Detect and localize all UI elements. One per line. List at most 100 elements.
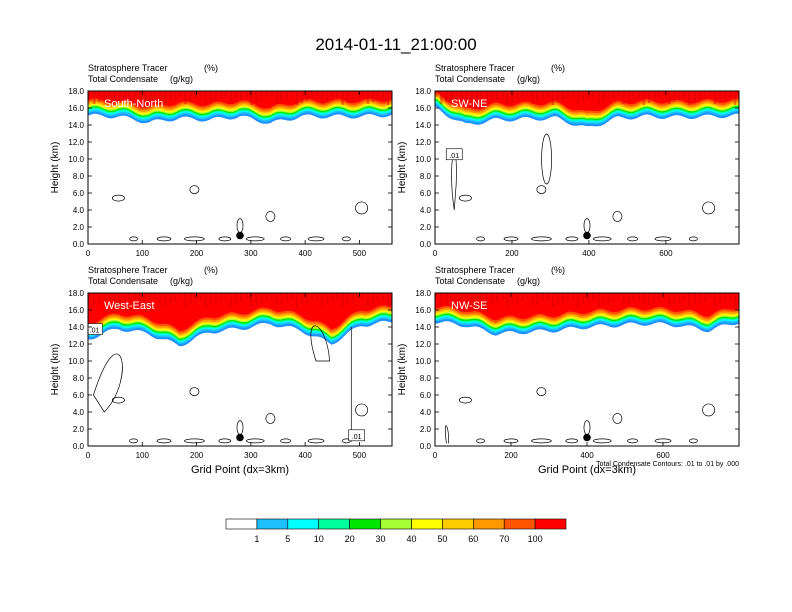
tracer-streak	[576, 293, 580, 306]
tracer-streak	[214, 293, 218, 303]
tracer-streak	[103, 91, 106, 100]
condensate-contours	[444, 387, 716, 444]
tracer-streak	[495, 293, 499, 302]
tracer-streak	[546, 91, 549, 98]
colorbar-label: 50	[437, 534, 447, 544]
tracer-streak	[511, 91, 514, 103]
tracer-streak	[386, 293, 390, 307]
y-tick-label: 8.0	[73, 374, 85, 383]
x-tick-label: 100	[136, 249, 150, 258]
location-marker	[583, 231, 591, 240]
y-tick-label: 2.0	[420, 425, 432, 434]
tracer-streak	[356, 91, 359, 99]
contour-surface	[689, 438, 698, 444]
tracer-streak	[381, 91, 385, 98]
condensate-contours	[93, 325, 369, 444]
y-tick-label: 2.0	[73, 425, 85, 434]
contour-label-box	[445, 148, 463, 161]
x-tick-label: 400	[580, 451, 594, 460]
tracer-streak	[194, 293, 197, 302]
figure-title: 2014-01-11_21:00:00	[315, 35, 476, 54]
tracer-streak	[255, 91, 258, 103]
tracer-streak	[663, 91, 666, 97]
contour-cell	[355, 201, 369, 215]
panel-label: NW-SE	[451, 300, 487, 312]
tracer-streak	[371, 91, 375, 102]
units-label: (%)	[204, 265, 218, 275]
tracer-streak	[336, 293, 339, 300]
colorbar-swatch	[472, 518, 505, 530]
contour-footnote: Total Condensate Contours: .01 to .01 by…	[596, 461, 739, 468]
contour-surface	[476, 236, 485, 242]
tracer-streak	[234, 91, 238, 102]
tracer-streak	[381, 293, 385, 300]
tracer-streak	[465, 91, 468, 103]
tracer-streak	[280, 293, 283, 304]
field-label: Stratosphere Tracer	[88, 265, 168, 275]
tracer-streak	[123, 91, 126, 101]
tracer-streak	[376, 91, 380, 100]
tracer-streak	[113, 293, 116, 307]
x-tick-label: 0	[433, 451, 438, 460]
tracer-streak	[153, 91, 157, 98]
tracer-streak	[326, 293, 329, 304]
tracer-streak	[536, 293, 539, 304]
tracer-streak	[189, 91, 192, 102]
contour-surface	[627, 438, 638, 444]
tracer-streak	[275, 91, 278, 104]
x-tick-label: 100	[136, 451, 150, 460]
contour-surface	[245, 438, 265, 444]
tracer-streak	[470, 293, 473, 303]
panel-0: South-North 0.0 2.0 4.0 6.0 8.0 10.0 12.0 14.0 16…	[50, 63, 393, 258]
tracer-streak	[445, 91, 448, 102]
x-tick-label: 600	[656, 451, 670, 460]
tracer-streak	[728, 293, 732, 300]
plot-area: South-North	[88, 91, 392, 244]
tracer-streak	[637, 91, 641, 98]
contour-surface	[156, 236, 172, 242]
x-tick-label: 400	[582, 249, 596, 258]
y-tick-label: 0.0	[73, 442, 85, 451]
tracer-streak	[652, 293, 656, 303]
tracer-streak	[485, 91, 489, 104]
y-tick-label: 14.0	[415, 323, 431, 332]
tracer-streak	[647, 293, 651, 305]
tracer-streak	[316, 293, 319, 299]
tracer-streak	[490, 293, 494, 304]
tracer-streak	[536, 91, 539, 102]
x-tick-label: 200	[505, 249, 519, 258]
colorbar-swatch	[534, 518, 567, 530]
tracer-streak	[521, 293, 524, 301]
tracer-streak	[108, 91, 111, 98]
tracer-streak	[642, 91, 646, 105]
contour-label: .01	[449, 153, 459, 160]
condensate-contours	[451, 133, 716, 242]
tracer-streak	[678, 293, 681, 302]
tracer-streak	[260, 293, 263, 303]
contour-surface	[592, 236, 612, 242]
tracer-streak	[88, 91, 91, 97]
panel-label: SW-NE	[451, 98, 487, 110]
tracer-streak	[300, 91, 304, 103]
colorbar-label: 5	[285, 534, 290, 544]
y-tick-label: 4.0	[420, 206, 432, 215]
tracer-streak	[184, 91, 187, 104]
tracer-streak	[341, 293, 344, 307]
tracer-streak	[265, 293, 268, 301]
tracer-streak	[435, 91, 438, 97]
tracer-streak	[607, 91, 610, 101]
tracer-streak	[480, 293, 484, 299]
tracer-streak	[224, 91, 228, 97]
tracer-streak	[331, 293, 334, 302]
contour-cell	[536, 387, 547, 396]
tracer-streak	[331, 91, 334, 100]
colorbar-swatch	[256, 518, 289, 530]
tracer-streak	[516, 91, 519, 101]
tracer-streak	[366, 293, 370, 306]
contour-surface	[342, 236, 351, 242]
y-tick-label: 16.0	[415, 306, 431, 315]
tracer-streak	[612, 91, 615, 99]
x-tick-label: 200	[190, 451, 204, 460]
tracer-streak	[265, 91, 268, 99]
y-tick-label: 6.0	[420, 391, 432, 400]
